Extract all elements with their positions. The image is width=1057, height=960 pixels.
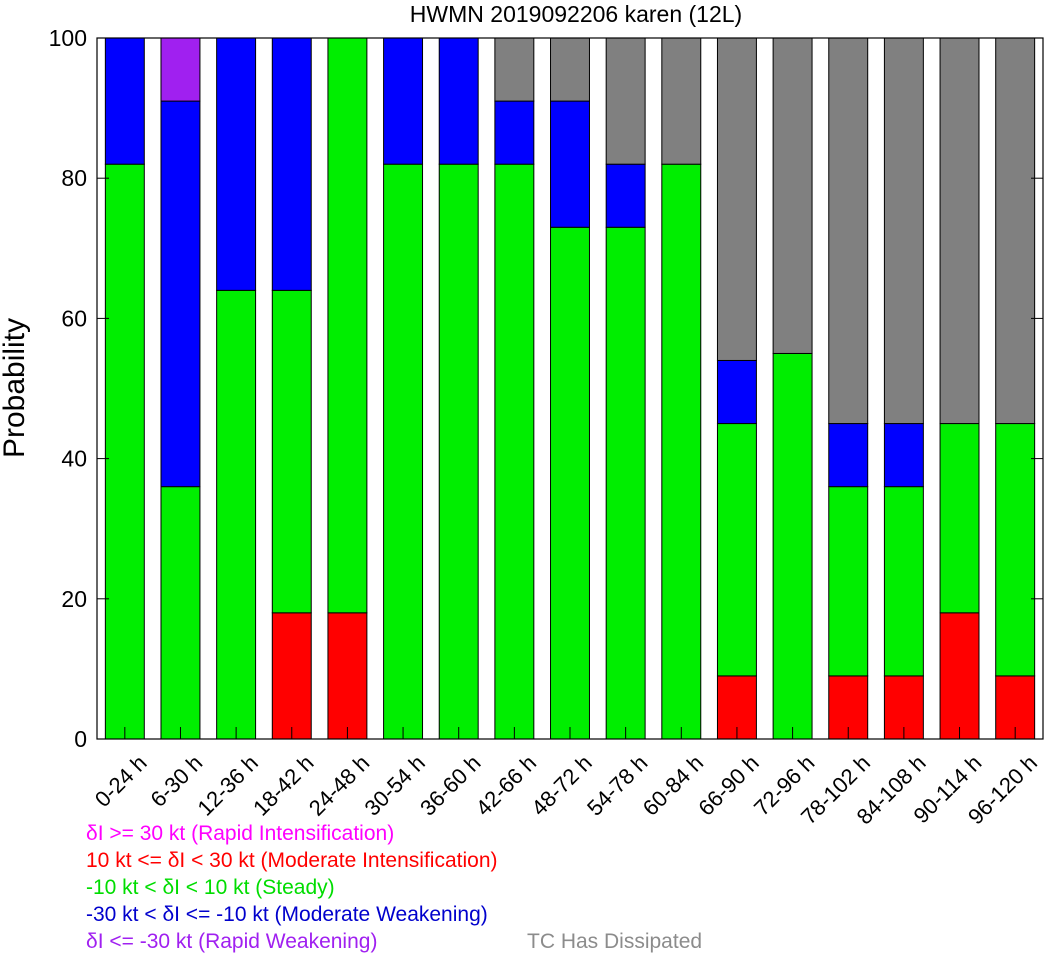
legend-rapid-weakening: δI <= -30 kt (Rapid Weakening) — [86, 930, 378, 953]
bar-segment-steady-2 — [216, 289, 257, 740]
x-tick-label-10: 60-84 h — [638, 750, 708, 820]
bars-group — [104, 37, 1036, 740]
bar-segment-mw-8 — [550, 100, 590, 228]
bar-segment-steady-8 — [550, 226, 590, 740]
x-tick-label-8: 48-72 h — [526, 750, 596, 820]
x-tick-label-5: 30-54 h — [359, 750, 429, 820]
bar-segment-steady-5 — [383, 163, 424, 740]
bar-segment-steady-3 — [271, 289, 312, 614]
bar-segment-steady-7 — [494, 163, 535, 740]
bar-segment-mi-4 — [327, 612, 368, 740]
bar-segment-steady-1 — [160, 486, 201, 740]
bar-segment-mi-15 — [939, 612, 980, 740]
bar-segment-steady-10 — [661, 163, 702, 740]
y-tick-label-40: 40 — [61, 446, 87, 472]
bar-segment-steady-0 — [104, 163, 145, 740]
bar-segment-dissipated-13 — [828, 37, 869, 425]
x-tick-label-2: 12-36 h — [193, 750, 263, 820]
bar-segment-mw-1 — [160, 100, 201, 488]
bar-segment-steady-9 — [605, 226, 646, 740]
legend-moderate-intensification: 10 kt <= δI < 30 kt (Moderate Intensific… — [86, 849, 498, 872]
bar-segment-mw-5 — [383, 37, 424, 165]
bar-segment-dissipated-8 — [550, 37, 590, 102]
bar-segment-steady-13 — [828, 486, 869, 677]
x-tick-label-6: 36-60 h — [415, 750, 485, 820]
bar-segment-steady-14 — [883, 486, 924, 677]
bar-segment-dissipated-11 — [716, 37, 757, 361]
chart-title: HWMN 2019092206 karen (12L) — [410, 1, 742, 27]
x-tick-label-4: 24-48 h — [304, 750, 374, 820]
bar-segment-mw-6 — [438, 37, 479, 165]
legend-dissipated: TC Has Dissipated — [527, 930, 703, 953]
bar-segment-mw-3 — [271, 37, 312, 291]
bar-segment-dissipated-12 — [772, 37, 813, 354]
y-tick-labels: 0 20 40 60 80 100 — [49, 25, 87, 752]
x-tick-labels: 0-24 h6-30 h12-36 h18-42 h24-48 h30-54 h… — [90, 750, 1042, 829]
bar-segment-steady-12 — [772, 352, 813, 740]
y-tick-label-100: 100 — [49, 25, 87, 51]
bar-segment-dissipated-9 — [605, 37, 646, 165]
legend-steady: -10 kt < δI < 10 kt (Steady) — [86, 876, 335, 899]
bar-segment-mw-7 — [494, 100, 535, 165]
bar-segment-mw-11 — [716, 359, 757, 425]
x-tick-label-9: 54-78 h — [582, 750, 652, 820]
x-tick-label-11: 66-90 h — [693, 750, 763, 820]
bar-segment-dissipated-15 — [939, 37, 980, 425]
bar-segment-dissipated-14 — [883, 37, 924, 425]
y-tick-label-0: 0 — [74, 726, 87, 752]
bar-segment-dissipated-10 — [661, 37, 702, 165]
bar-segment-mw-0 — [104, 37, 145, 165]
bar-segment-steady-15 — [939, 423, 980, 614]
x-tick-label-3: 18-42 h — [248, 750, 318, 820]
legend-rapid-intensification: δI >= 30 kt (Rapid Intensification) — [86, 822, 395, 845]
bar-segment-dissipated-7 — [494, 37, 535, 102]
bar-segment-steady-16 — [995, 423, 1036, 677]
bar-segment-steady-11 — [716, 423, 757, 677]
bar-segment-mw-9 — [605, 163, 646, 228]
y-tick-label-80: 80 — [61, 165, 87, 191]
x-tick-label-7: 42-66 h — [471, 750, 541, 820]
bar-segment-steady-6 — [438, 163, 479, 740]
bar-segment-mw-2 — [216, 37, 257, 291]
bar-segment-mi-3 — [271, 612, 312, 740]
y-tick-label-20: 20 — [61, 586, 87, 612]
bar-segment-mw-13 — [828, 423, 869, 488]
legend-moderate-weakening: -30 kt < δI <= -10 kt (Moderate Weakenin… — [86, 903, 488, 926]
bar-segment-rw-1 — [160, 37, 201, 102]
bar-segment-dissipated-16 — [995, 37, 1036, 425]
y-axis-label: Probability — [0, 318, 31, 458]
y-tick-label-60: 60 — [61, 305, 87, 331]
x-tick-label-0: 0-24 h — [90, 750, 152, 812]
axes-group — [96, 37, 1044, 740]
bar-segment-steady-4 — [327, 37, 368, 614]
bar-segment-mw-14 — [883, 423, 924, 488]
